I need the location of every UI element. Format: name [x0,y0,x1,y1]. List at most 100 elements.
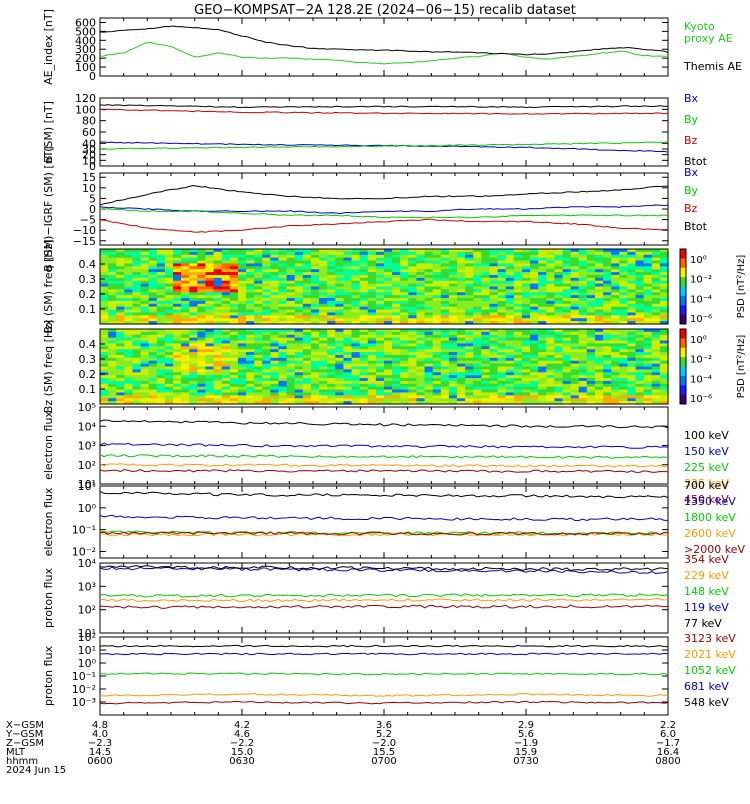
spectrogram-cell [254,254,263,259]
spectrogram-cell [116,249,125,253]
spectrogram-cell [603,292,612,296]
spectrogram-cell [156,331,166,336]
spectrogram-cell [246,295,255,299]
spectrogram-cell [270,286,280,290]
spectrogram-cell [465,372,474,376]
spectrogram-cell [302,286,312,290]
spectrogram-cell [140,372,150,376]
spectrogram-cell [156,274,166,279]
spectrogram-cell [408,363,418,368]
spectrogram-cell [246,286,255,290]
spectrogram-cell [164,257,174,262]
spectrogram-cell [189,401,198,405]
spectrogram-cell [205,369,215,373]
spectrogram-cell [424,357,434,362]
spectrogram-cell [635,251,645,256]
y-tick-label: 10³ [78,440,96,453]
spectrogram-cell [359,272,369,276]
spectrogram-cell [619,249,629,253]
spectrogram-cell [367,289,377,293]
spectrogram-cell [570,309,580,314]
spectrogram-cell [294,295,304,299]
spectrogram-cell [489,277,499,282]
spectrogram-cell [164,263,174,267]
spectrogram-cell [286,389,296,394]
ephemeris-value: 4.8 [92,720,108,731]
spectrogram-cell [246,383,255,388]
spectrogram-cell [603,352,612,356]
spectrogram-cell [205,337,215,342]
spectrogram-cell [586,331,596,336]
y-axis-label: B (SM)−IGRF (SM) [nT] [42,146,55,271]
spectrogram-cell [359,375,369,379]
spectrogram-cell [359,321,369,325]
spectrogram-cell [489,354,499,359]
spectrogram-cell [156,300,166,305]
spectrogram-cell [497,269,507,273]
spectrogram-cell [221,383,231,388]
spectrogram-cell [254,398,263,402]
spectrogram-cell [619,298,629,302]
spectrogram-cell [619,260,629,265]
spectrogram-cell [148,321,158,325]
spectrogram-cell [408,398,418,402]
spectrogram-cell [124,331,134,336]
spectrogram-cell [343,343,353,347]
spectrogram-cell [538,369,547,373]
spectrogram-cell [546,343,555,347]
spectrogram-cell [473,375,482,379]
spectrogram-cell [375,337,385,342]
spectrogram-cell [384,366,393,370]
spectrogram-cell [254,260,263,265]
spectrogram-cell [440,295,450,299]
spectrogram-cell [562,269,572,273]
spectrogram-cell [278,357,288,362]
spectrogram-cell [270,254,280,259]
spectrogram-cell [319,369,328,373]
spectrogram-cell [400,251,409,256]
spectrogram-cell [578,292,588,296]
spectrogram-cell [294,272,304,276]
spectrogram-cell [635,257,645,262]
y-tick-label: 10³ [78,580,96,593]
spectrogram-cell [416,340,426,345]
spectrogram-cell [400,315,409,319]
spectrogram-cell [254,289,263,293]
spectrogram-cell [416,300,426,305]
spectrogram-cell [400,363,409,368]
spectrogram-cell [140,369,150,373]
spectrogram-cell [497,357,507,362]
spectrogram-cell [270,292,280,296]
spectrogram-cell [116,289,125,293]
spectrogram-cell [108,298,117,302]
spectrogram-cell [432,375,442,379]
spectrogram-cell [310,395,320,399]
spectrogram-cell [611,283,620,288]
spectrogram-cell [505,363,515,368]
spectrogram-cell [278,257,288,262]
spectrogram-cell [310,292,320,296]
spectrogram-cell [100,283,109,288]
spectrogram-cell [302,260,312,265]
spectrogram-cell [440,392,450,396]
spectrogram-cell [335,386,345,391]
spectrogram-cell [132,312,142,316]
spectrogram-cell [635,354,645,359]
spectrogram-cell [132,280,142,285]
spectrogram-cell [651,378,661,382]
spectrogram-cell [237,378,247,382]
spectrogram-cell [278,352,288,356]
spectrogram-cell [562,254,572,259]
spectrogram-cell [205,280,215,285]
spectrogram-cell [132,321,142,325]
spectrogram-cell [140,306,150,311]
spectrogram-cell [229,269,239,273]
spectrogram-cell [116,315,125,319]
spectrogram-cell [246,346,255,350]
spectrogram-cell [408,401,418,405]
spectrogram-cell [578,378,588,382]
spectrogram-cell [181,312,190,316]
spectrogram-cell [294,378,304,382]
spectrogram-cell [335,280,345,285]
spectrogram-cell [635,392,645,396]
